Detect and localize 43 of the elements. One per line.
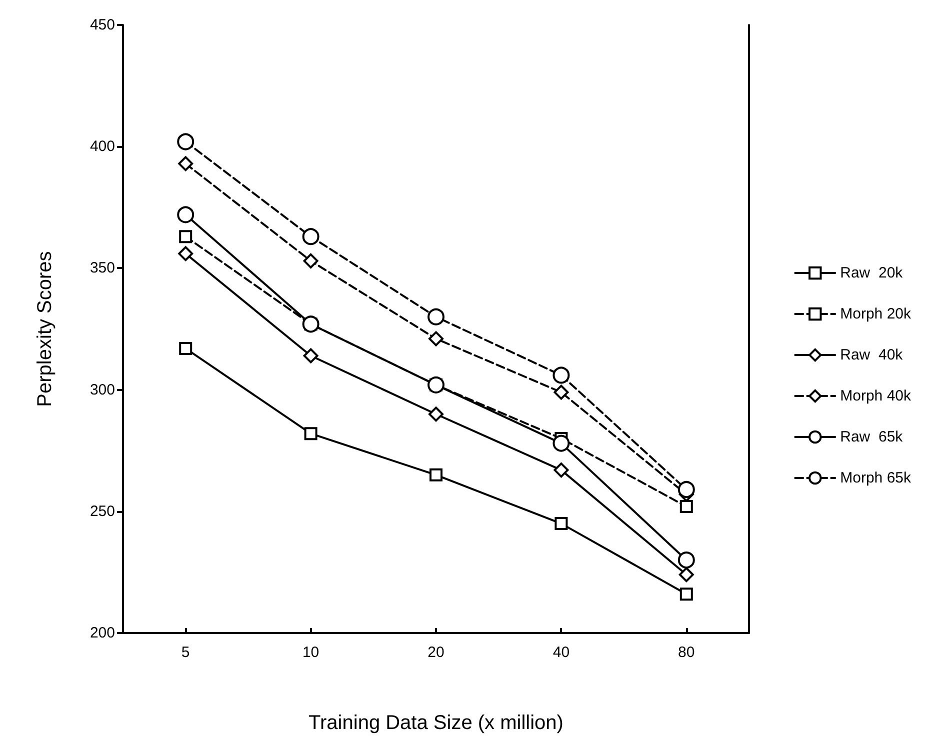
- y-tick-label: 400: [90, 138, 115, 156]
- point: [678, 552, 695, 569]
- point: [177, 206, 194, 224]
- y-tick-label: 450: [90, 16, 115, 34]
- point: [552, 434, 570, 452]
- point: [678, 481, 695, 498]
- point: [303, 253, 318, 268]
- x-tick-label: 10: [302, 644, 320, 661]
- legend-label: Raw 65k: [840, 428, 904, 446]
- point: [554, 384, 569, 400]
- legend-label: Raw 40k: [840, 346, 904, 364]
- legend-label: Raw 20k: [840, 264, 904, 282]
- point: [428, 331, 444, 346]
- legend-label: Morph 65k: [840, 470, 912, 486]
- point: [303, 348, 318, 364]
- point: [554, 517, 568, 530]
- y-tick-label: 300: [90, 381, 115, 398]
- y-tick-label: 250: [90, 502, 115, 520]
- point: [680, 500, 693, 514]
- point: [178, 156, 194, 172]
- point: [680, 588, 693, 601]
- point: [554, 462, 569, 478]
- point: [428, 406, 444, 422]
- point: [302, 228, 320, 246]
- point: [552, 366, 570, 384]
- point: [430, 468, 442, 482]
- y-tick-label: 350: [90, 260, 115, 277]
- legend-label: Morph 40k: [840, 388, 912, 404]
- point: [177, 133, 194, 150]
- point: [678, 567, 694, 582]
- legend-label: Morph 20k: [840, 306, 912, 322]
- point: [179, 342, 192, 355]
- point: [304, 427, 318, 440]
- point: [428, 308, 444, 326]
- x-axis-title: Training Data Size (x million): [308, 712, 564, 734]
- y-axis-title: Perplexity Scores: [34, 251, 56, 407]
- y-tick-label: 200: [90, 624, 115, 642]
- x-tick-label: 80: [678, 644, 695, 661]
- x-tick-label: 5: [181, 644, 190, 661]
- point: [179, 230, 192, 244]
- x-tick-label: 40: [552, 644, 570, 661]
- x-tick-label: 20: [428, 644, 444, 661]
- point: [178, 246, 194, 262]
